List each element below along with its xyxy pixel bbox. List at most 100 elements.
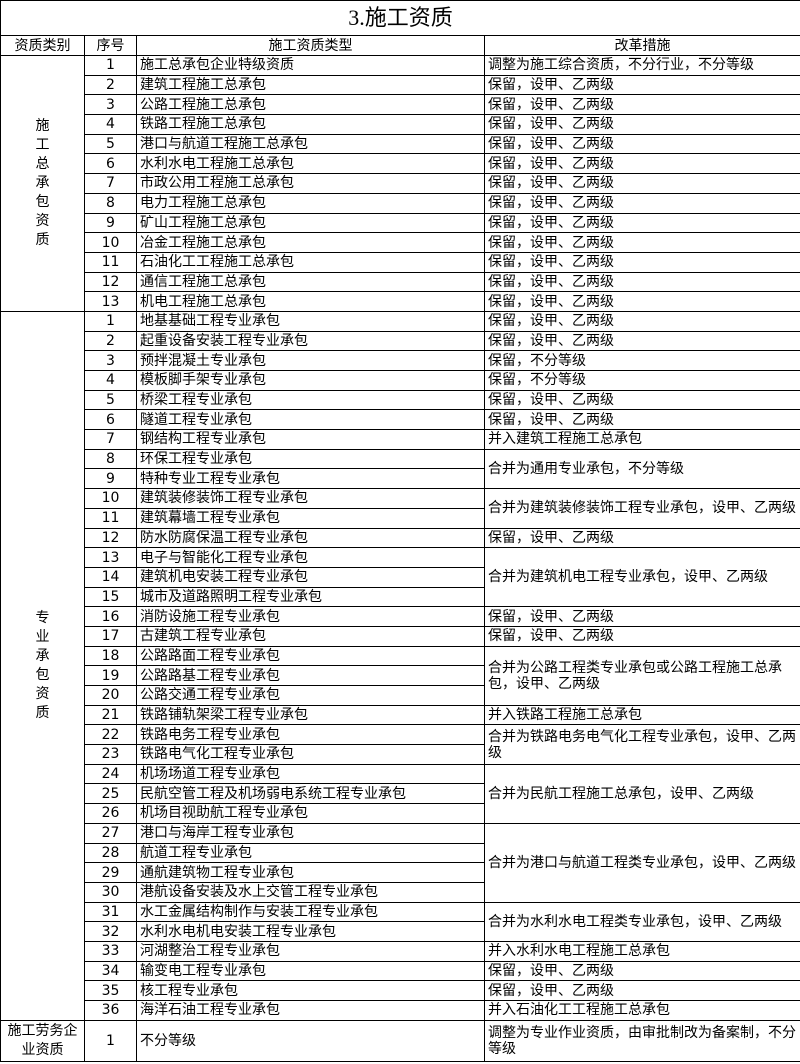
qualification-type: 河湖整治工程专业承包: [136, 940, 485, 962]
qualification-type: 机场场道工程专业承包: [136, 763, 485, 785]
reform-measure: 合并为水利水电工程类专业承包，设甲、乙两级: [483, 901, 800, 942]
table-row: 17 古建筑工程专业承包 保留，设甲、乙两级: [1, 625, 800, 647]
row-number: 11: [84, 251, 137, 273]
table-row: 34 输变电工程专业承包 保留，设甲、乙两级: [1, 960, 800, 982]
category-cell: 施工总承包资质: [0, 55, 85, 312]
qualification-type: 铁路工程施工总承包: [136, 114, 485, 135]
reform-measure: 调整为施工综合资质，不分行业，不分等级: [483, 55, 800, 76]
reform-measure: 保留，设甲、乙两级: [483, 153, 800, 175]
qualification-type: 输变电工程专业承包: [136, 960, 485, 982]
reform-measure: 保留，不分等级: [483, 370, 800, 391]
header-number: 序号: [84, 35, 137, 56]
row-number: 1: [84, 55, 137, 76]
qualification-type: 电子与智能化工程专业承包: [136, 547, 485, 568]
qualification-type: 市政公用工程施工总承包: [136, 173, 485, 194]
reform-measure: 并入铁路工程施工总承包: [483, 704, 800, 726]
qualification-type: 水利水电机电安装工程专业承包: [136, 921, 485, 942]
qualification-type: 古建筑工程专业承包: [136, 625, 485, 647]
table-row: 3 预拌混凝土专业承包 保留，不分等级: [1, 350, 800, 371]
qualification-type: 民航空管工程及机场弱电系统工程专业承包: [136, 783, 485, 805]
row-number: 14: [84, 566, 137, 588]
reform-measure: 保留，不分等级: [483, 350, 800, 371]
reform-measure: 合并为通用专业承包，不分等级: [483, 448, 800, 490]
row-number: 12: [84, 271, 137, 293]
row-number: 4: [84, 370, 137, 391]
reform-measure: 保留，设甲、乙两级: [483, 389, 800, 411]
table-row: 10 建筑装修装饰工程专业承包 合并为建筑装修装饰工程专业承包，设甲、乙两级: [1, 488, 800, 529]
qualification-type: 建筑机电安装工程专业承包: [136, 566, 485, 588]
row-number: 36: [84, 1000, 137, 1021]
qualification-type: 矿山工程施工总承包: [136, 212, 485, 234]
title-row: 3.施工资质: [0, 0, 800, 36]
row-number: 10: [84, 232, 137, 253]
row-number: 13: [84, 547, 137, 568]
qualification-type: 钢结构工程专业承包: [136, 429, 485, 450]
table-row: 7 市政公用工程施工总承包 保留，设甲、乙两级: [1, 173, 800, 194]
qualification-type: 海洋石油工程专业承包: [136, 1000, 485, 1021]
table-row: 专业承包资质 1 地基基础工程专业承包 保留，设甲、乙两级: [0, 310, 800, 1021]
reform-measure: 并入水利水电工程施工总承包: [483, 940, 800, 962]
table-row: 27 港口与海岸工程专业承包 合并为港口与航道工程类专业承包，设甲、乙两级: [1, 822, 800, 903]
qualification-type: 公路路面工程专业承包: [136, 645, 485, 667]
qualification-type: 冶金工程施工总承包: [136, 232, 485, 253]
table-row: 20 公路交通工程专业承包: [1, 685, 800, 706]
row-number: 18: [84, 645, 137, 667]
qualification-type: 特种专业工程专业承包: [136, 468, 485, 490]
qualification-type: 城市及道路照明工程专业承包: [136, 586, 485, 608]
row-number: 8: [84, 192, 137, 214]
qualification-type: 建筑装修装饰工程专业承包: [136, 488, 485, 509]
reform-measure: 合并为民航工程施工总承包，设甲、乙两级: [483, 763, 800, 824]
table-row: 25 民航空管工程及机场弱电系统工程专业承包: [1, 783, 800, 805]
reform-measure: 合并为建筑装修装饰工程专业承包，设甲、乙两级: [483, 488, 800, 529]
row-number: 8: [84, 448, 137, 470]
table-title: 3.施工资质: [0, 0, 800, 36]
category-label: 专业承包资质: [35, 609, 50, 721]
header-type: 施工资质类型: [136, 35, 485, 56]
table-row: 4 模板脚手架专业承包 保留，不分等级: [1, 370, 800, 391]
row-number: 4: [84, 114, 137, 135]
row-number: 1: [84, 1019, 137, 1062]
table-row: 2 起重设备安装工程专业承包 保留，设甲、乙两级: [1, 330, 800, 352]
row-number: 3: [84, 350, 137, 371]
reform-measure: 保留，设甲、乙两级: [483, 291, 800, 312]
row-number: 15: [84, 586, 137, 608]
qualification-type: 公路工程施工总承包: [136, 94, 485, 116]
table-row: 6 隧道工程专业承包 保留，设甲、乙两级: [1, 409, 800, 431]
qualification-type: 地基基础工程专业承包: [136, 310, 485, 332]
reform-measure: 保留，设甲、乙两级: [483, 251, 800, 273]
row-number: 9: [84, 468, 137, 490]
reform-measure: 保留，设甲、乙两级: [483, 409, 800, 431]
qualification-type: 公路路基工程专业承包: [136, 665, 485, 686]
table-row: 施工总承包资质 1 施工总承包企业特级资质 调整为施工综合资质，不分行业，不分等级: [0, 55, 800, 312]
qualification-type: 模板脚手架专业承包: [136, 370, 485, 391]
row-number: 29: [84, 862, 137, 883]
qualification-type: 水利水电工程施工总承包: [136, 153, 485, 175]
qualification-type: 起重设备安装工程专业承包: [136, 330, 485, 352]
row-number: 27: [84, 822, 137, 844]
table-row: 21 铁路铺轨架梁工程专业承包 并入铁路工程施工总承包: [1, 704, 800, 726]
reform-measure: 合并为公路工程类专业承包或公路工程施工总承包，设甲、乙两级: [483, 645, 800, 706]
table-row: 4 铁路工程施工总承包 保留，设甲、乙两级: [1, 114, 800, 135]
reform-measure: 保留，设甲、乙两级: [483, 212, 800, 234]
reform-measure: 保留，设甲、乙两级: [483, 960, 800, 982]
row-number: 6: [84, 409, 137, 431]
qualification-type: 港口与海岸工程专业承包: [136, 822, 485, 844]
reform-measure: 保留，设甲、乙两级: [483, 94, 800, 116]
reform-measure: 保留，设甲、乙两级: [483, 114, 800, 135]
qualification-type: 建筑工程施工总承包: [136, 74, 485, 96]
header-row: 资质类别 序号 施工资质类型 改革措施: [0, 35, 800, 56]
reform-measure: 保留，设甲、乙两级: [483, 133, 800, 155]
header-measure: 改革措施: [483, 35, 800, 56]
reform-measure: 合并为建筑机电工程专业承包，设甲、乙两级: [483, 547, 800, 608]
qualification-type: 建筑幕墙工程专业承包: [136, 507, 485, 529]
qualification-type: 铁路铺轨架梁工程专业承包: [136, 704, 485, 726]
row-number: 33: [84, 940, 137, 962]
qualification-type: 施工总承包企业特级资质: [136, 55, 485, 76]
row-number: 22: [84, 724, 137, 746]
reform-measure: 保留，设甲、乙两级: [483, 310, 800, 332]
row-number: 2: [84, 330, 137, 352]
reform-measure: 调整为专业作业资质，由审批制改为备案制，不分等级: [483, 1019, 800, 1062]
table-row: 22 铁路电务工程专业承包 合并为铁路电务电气化工程专业承包，设甲、乙两级: [1, 724, 800, 765]
reform-measure: 合并为铁路电务电气化工程专业承包，设甲、乙两级: [483, 724, 800, 765]
qualification-type: 电力工程施工总承包: [136, 192, 485, 214]
